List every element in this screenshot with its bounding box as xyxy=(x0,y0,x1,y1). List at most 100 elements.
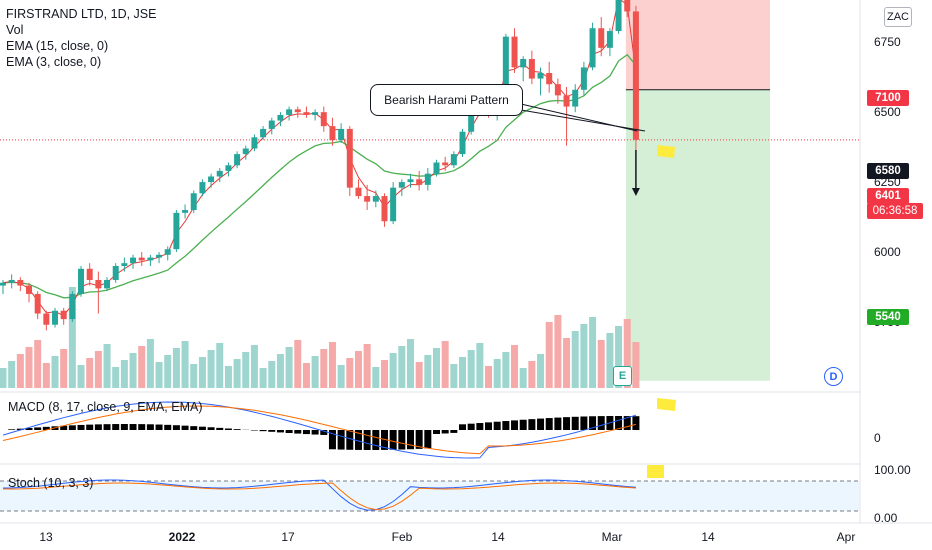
volume-bar xyxy=(120,360,128,388)
flag-marker xyxy=(657,398,676,411)
stoch-d-line xyxy=(2,482,636,511)
macd-histogram-bar xyxy=(563,417,571,430)
target-price-tag: 5540 xyxy=(867,309,909,325)
macd-histogram-bar xyxy=(155,424,163,430)
candle xyxy=(173,210,180,252)
volume-bar xyxy=(354,351,362,388)
candle-body xyxy=(17,279,24,286)
macd-histogram-bar xyxy=(528,419,536,430)
candle xyxy=(86,263,93,286)
volume-bar xyxy=(502,352,510,388)
time-tick-label: Apr xyxy=(837,530,856,544)
candle-body xyxy=(407,179,414,183)
candle-body xyxy=(372,196,379,202)
macd-histogram-bar xyxy=(354,430,362,450)
candle-body xyxy=(34,293,41,314)
macd-histogram-bar xyxy=(285,430,293,434)
candle-body xyxy=(8,279,15,283)
candle xyxy=(546,61,553,93)
candle xyxy=(537,67,544,96)
candle-body xyxy=(563,95,570,107)
candle-body xyxy=(121,263,128,266)
volume-bar xyxy=(537,354,545,388)
dividend-event-icon[interactable]: D xyxy=(824,367,843,386)
candle xyxy=(208,173,215,188)
volume-bar xyxy=(606,333,614,388)
volume-bar xyxy=(380,360,388,388)
macd-histogram-bar xyxy=(259,430,267,432)
signal-line xyxy=(2,405,637,455)
candle xyxy=(372,190,379,208)
volume-bar xyxy=(597,340,605,388)
macd-histogram-bar xyxy=(311,430,319,435)
bearish-harami-callout[interactable]: Bearish Harami Pattern xyxy=(370,84,523,116)
macd-histogram-bar xyxy=(398,430,406,450)
macd-histogram-bar xyxy=(493,421,501,430)
candle xyxy=(225,162,232,177)
candle-body xyxy=(69,293,76,320)
candle-body xyxy=(338,128,345,141)
volume-bar xyxy=(16,354,24,388)
candle xyxy=(43,310,50,331)
candle-body xyxy=(606,31,613,48)
volume-bar xyxy=(328,342,336,388)
candle xyxy=(355,179,362,199)
volume-bar xyxy=(103,344,111,388)
earnings-event-icon[interactable]: E xyxy=(613,366,632,386)
candle-body xyxy=(164,249,171,255)
candle xyxy=(398,179,405,197)
volume-bar xyxy=(233,359,241,388)
volume-bar xyxy=(485,366,493,388)
macd-histogram-bar xyxy=(207,427,215,430)
macd-histogram-bar xyxy=(276,430,284,433)
candle xyxy=(424,168,431,191)
candle-body xyxy=(0,282,6,286)
volume-bar xyxy=(51,356,59,388)
macd-histogram-bar xyxy=(476,423,484,430)
volume-bar xyxy=(294,340,302,388)
candle-body xyxy=(277,114,284,121)
volume-bar xyxy=(493,359,501,388)
volume-bar xyxy=(86,358,94,388)
candle xyxy=(320,106,327,132)
candle-body xyxy=(381,196,388,222)
macd-histogram-bar xyxy=(537,418,545,430)
candle-body xyxy=(416,179,423,185)
candle xyxy=(554,78,561,104)
candle-body xyxy=(320,112,327,127)
candle xyxy=(34,291,41,320)
candle xyxy=(112,263,119,283)
candle-body xyxy=(156,254,163,258)
ema15-label: EMA (15, close, 0) xyxy=(6,39,109,53)
volume-bar xyxy=(476,343,484,388)
candle-body xyxy=(312,112,319,115)
candle-body xyxy=(468,109,475,132)
macd-histogram-bar xyxy=(389,430,397,450)
volume-bar xyxy=(545,322,553,388)
candle xyxy=(294,106,301,118)
candle-body xyxy=(589,28,596,68)
volume-bar xyxy=(25,347,33,388)
candle-body xyxy=(554,84,561,96)
volume-bar xyxy=(276,354,284,388)
candle xyxy=(52,307,59,328)
time-tick-label: Mar xyxy=(602,530,623,544)
candle-body xyxy=(303,112,310,115)
macd-histogram-bar xyxy=(485,422,493,430)
candle xyxy=(338,123,345,143)
candle-body xyxy=(173,212,180,250)
volume-bar xyxy=(146,339,154,388)
macd-histogram-bar xyxy=(632,416,640,430)
volume-bar xyxy=(398,346,406,388)
stoch-top-label: 100.00 xyxy=(874,463,911,477)
candle-body xyxy=(598,28,605,48)
currency-scale-button[interactable]: ZAC xyxy=(884,7,912,27)
candle xyxy=(147,254,154,266)
volume-bar xyxy=(164,355,172,388)
macd-histogram-bar xyxy=(120,424,128,430)
volume-bar xyxy=(528,361,536,388)
macd-histogram-bar xyxy=(172,425,180,430)
macd-histogram-bar xyxy=(60,425,68,430)
candle xyxy=(580,61,587,96)
